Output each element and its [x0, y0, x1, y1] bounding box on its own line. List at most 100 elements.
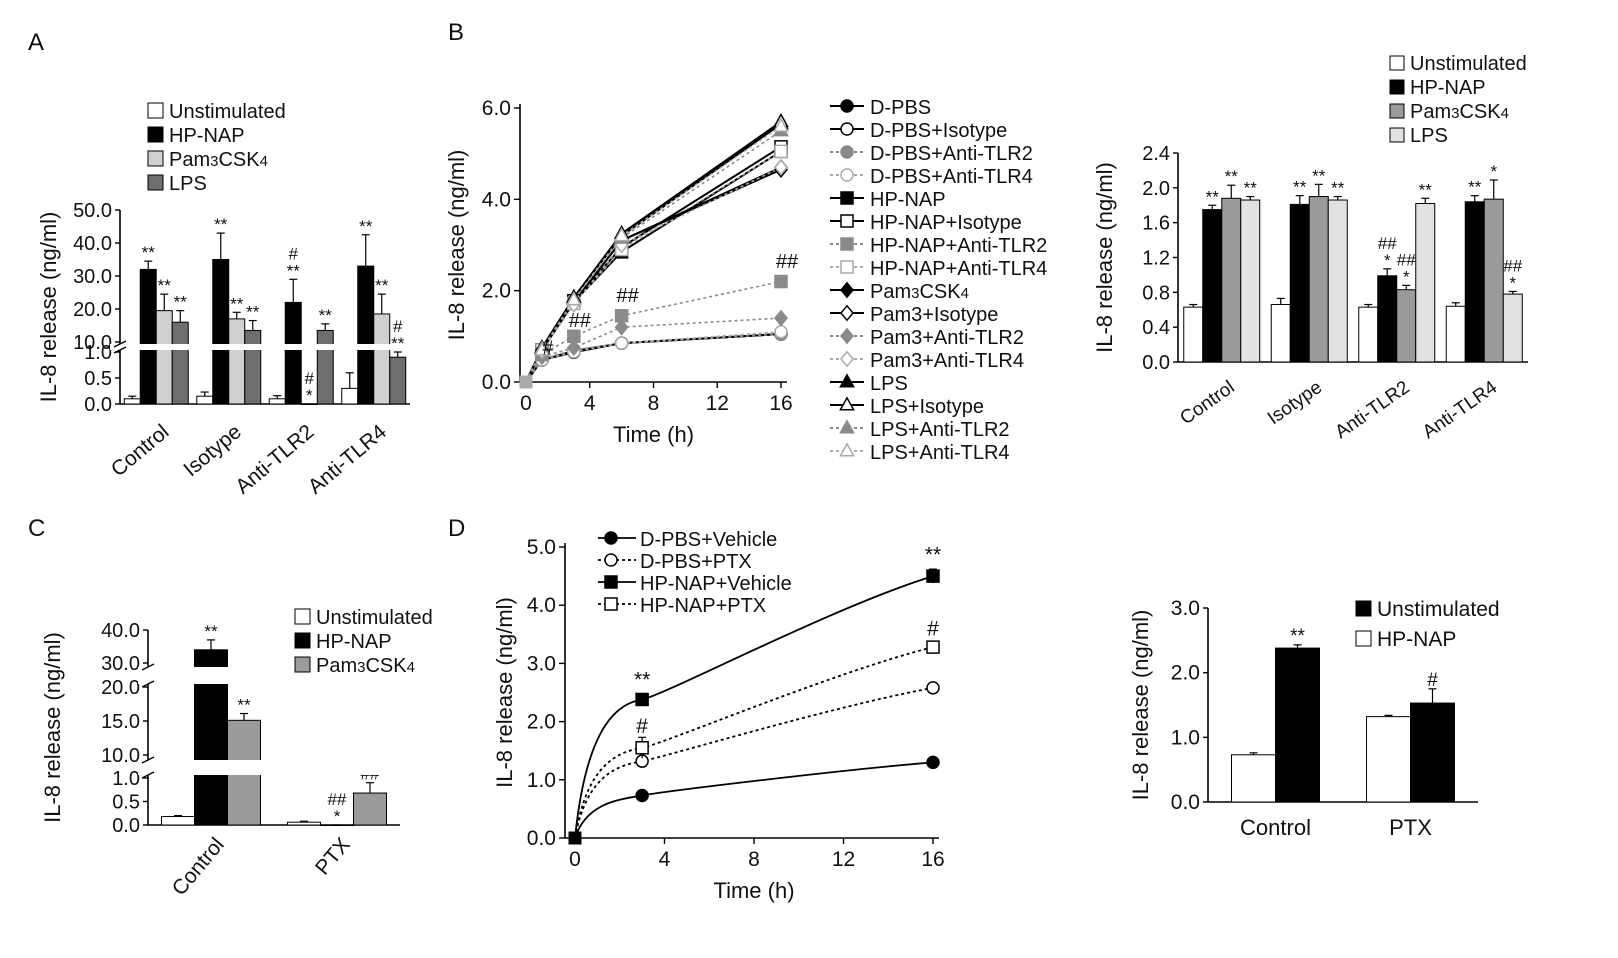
bar: [1240, 199, 1261, 363]
data-label: *: [1403, 267, 1410, 286]
series-line: [525, 166, 782, 383]
category-label: Anti-TLR2: [231, 420, 318, 498]
legend-marker: [604, 531, 618, 545]
legend-label: Unstimulated: [316, 607, 433, 629]
legend-marker: [840, 214, 854, 228]
y-tick-label: 0.0: [84, 394, 112, 416]
legend-label: Unstimulated: [169, 101, 286, 123]
y-tick-label: 20.0: [73, 299, 112, 321]
bar: [196, 395, 214, 405]
legend-swatch: [1355, 630, 1372, 647]
data-label: **: [174, 293, 188, 312]
y-tick-label: 30.0: [101, 653, 140, 675]
legend-label: HP-NAP: [169, 125, 245, 147]
legend-marker: [839, 419, 855, 434]
data-point: [635, 741, 649, 755]
bar: [284, 301, 302, 405]
panel-label-a: A: [28, 29, 44, 56]
legend-label: HP-NAP+Anti-TLR2: [870, 235, 1047, 257]
legend-marker: [604, 553, 618, 567]
legend-label: HP-NAP+Vehicle: [640, 573, 792, 595]
category-label: Anti-TLR2: [1332, 377, 1414, 443]
legend-label: D-PBS+Anti-TLR4: [870, 166, 1033, 188]
legend-label: LPS: [169, 173, 207, 195]
axis-break-gap: [138, 760, 402, 775]
legend-label: Unstimulated: [1377, 598, 1500, 621]
legend-swatch: [294, 632, 311, 649]
data-label: **: [359, 217, 373, 236]
x-axis-title: Time (h): [613, 422, 694, 447]
bar: [1415, 203, 1436, 363]
legend-marker: [840, 191, 854, 205]
legend-marker: [840, 260, 854, 274]
category-label: Isotype: [1264, 377, 1326, 429]
bar: [123, 398, 141, 405]
y-tick-label: 1.6: [1142, 213, 1170, 235]
legend-marker: [840, 350, 854, 368]
legend-swatch: [1389, 103, 1405, 119]
bar: [1502, 293, 1523, 363]
data-label: **: [1244, 179, 1258, 198]
legend-marker: [840, 281, 854, 299]
legend-label: HP-NAP+Isotype: [870, 212, 1022, 234]
legend-swatch: [1355, 600, 1372, 617]
data-label: ##: [1397, 250, 1416, 269]
legend-label: Pam3+Isotype: [870, 304, 998, 326]
x-axis-title: Time (h): [713, 878, 794, 903]
legend-swatch: [147, 174, 164, 191]
bar: [1231, 754, 1276, 803]
y-tick-label: 3.0: [527, 652, 556, 675]
series-line: [574, 686, 934, 839]
y-tick-label: 10.0: [73, 332, 112, 354]
y-tick-label: 2.0: [1142, 178, 1170, 200]
legend-swatch: [1389, 55, 1405, 71]
data-point: [534, 341, 550, 356]
series-line: [525, 166, 782, 383]
bar: [268, 398, 286, 405]
legend-label: HP-NAP: [316, 631, 392, 653]
y-tick-label: 1.2: [1142, 248, 1170, 270]
legend-marker: [840, 304, 854, 322]
legend-label: HP-NAP: [1377, 628, 1456, 651]
x-tick-label: 8: [648, 392, 660, 415]
data-label: **: [375, 276, 389, 295]
legend-label: D-PBS: [870, 97, 931, 119]
legend-label: HP-NAP+PTX: [640, 595, 766, 617]
data-label: **: [391, 334, 405, 353]
legend-label: D-PBS+PTX: [640, 551, 752, 573]
y-tick-label: 0.5: [84, 368, 112, 390]
legend-label: Pam3CSK4: [316, 655, 415, 677]
x-tick-label: 0: [520, 392, 532, 415]
annotation: #: [542, 338, 554, 360]
y-tick-label: 1.0: [1171, 726, 1200, 749]
data-point: [635, 788, 649, 803]
series-line: [525, 330, 782, 383]
axis-break-mark: [141, 680, 155, 688]
legend-swatch: [147, 102, 164, 119]
y-tick-label: 2.0: [482, 280, 511, 303]
y-tick-label: 0.8: [1142, 282, 1170, 304]
annotation: ##: [569, 310, 592, 332]
data-point: [926, 640, 940, 654]
data-point: [566, 339, 581, 357]
bar: [389, 356, 407, 405]
data-label: **: [1419, 180, 1433, 199]
series-line: [525, 123, 782, 383]
bar: [373, 313, 391, 405]
annotation: ##: [776, 251, 799, 273]
y-tick-label: 0.4: [1142, 317, 1170, 339]
chart-c: 0.00.51.010.015.020.030.040.0***##**##Co…: [40, 607, 433, 900]
series-line: [525, 317, 782, 383]
y-tick-label: 40.0: [101, 620, 140, 642]
data-label: **: [204, 622, 218, 641]
category-label: PTX: [311, 833, 355, 879]
axis-break-mark: [141, 663, 155, 671]
y-tick-label: 10.0: [101, 745, 140, 767]
x-tick-label: 16: [769, 392, 792, 415]
data-label: **: [1206, 187, 1220, 206]
y-axis-title: IL-8 release (ng/ml): [1128, 610, 1153, 801]
series-line: [525, 168, 782, 383]
data-label: **: [1468, 178, 1482, 197]
legend-swatch: [147, 126, 164, 143]
legend-marker: [840, 327, 854, 345]
